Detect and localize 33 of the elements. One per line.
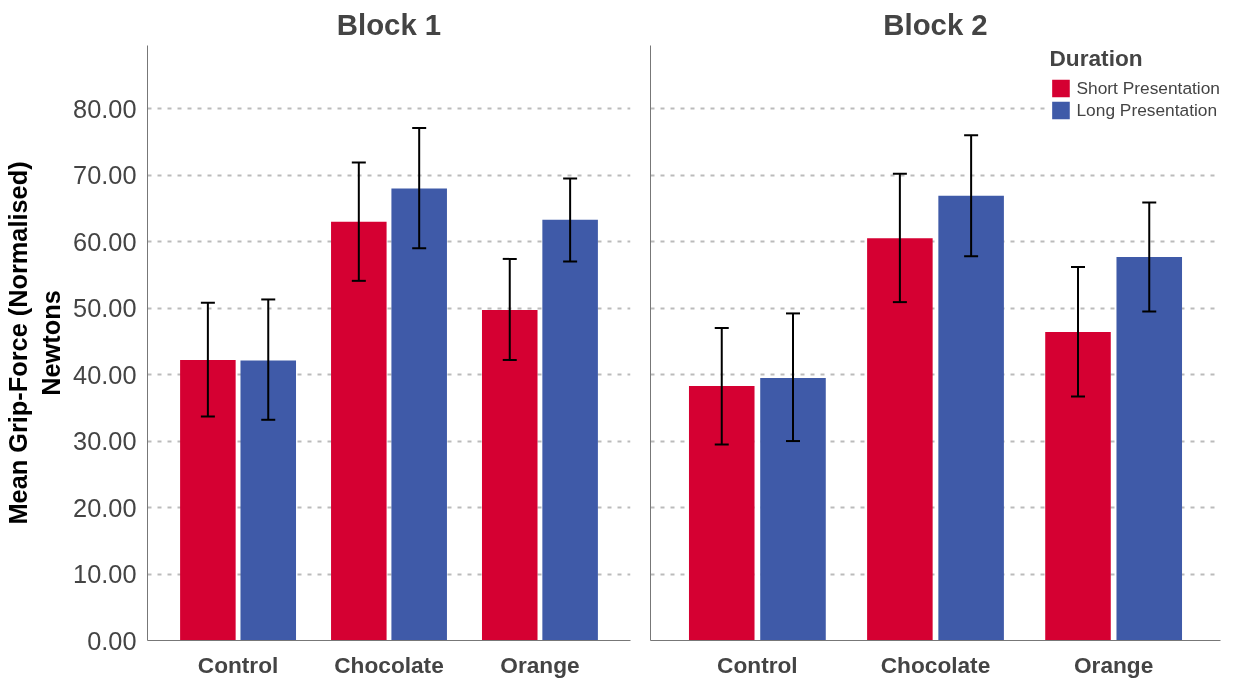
y-tick-label: 50.00 (73, 294, 137, 323)
bar (542, 219, 598, 641)
x-tick-label: Orange (500, 651, 580, 678)
bar (180, 359, 236, 641)
bar (867, 238, 933, 641)
x-tick-label: Control (717, 651, 798, 678)
bar (688, 385, 755, 641)
bar (1045, 332, 1111, 641)
bar (481, 310, 538, 641)
chart-title: Block 1 (336, 7, 442, 41)
bar (760, 377, 826, 641)
x-tick-label: Control (197, 651, 279, 678)
chart-title: Block 2 (883, 7, 988, 41)
bar (391, 188, 447, 641)
y-tick-label: 40.00 (73, 360, 137, 389)
legend-label: Long Presentation (1076, 99, 1218, 121)
bar (1116, 256, 1183, 641)
y-tick-label: 10.00 (73, 560, 137, 589)
bar (331, 221, 387, 641)
y-tick-label: 30.00 (73, 427, 137, 456)
y-axis-title: Mean Grip-Force (Normalised) Newtons (3, 161, 66, 525)
x-tick-label: Chocolate (880, 651, 991, 678)
x-tick-label: Orange (1073, 651, 1154, 678)
bar (938, 195, 1004, 641)
y-tick-label: 0.00 (87, 626, 137, 655)
bar (240, 360, 297, 641)
legend-title: Duration (1049, 45, 1144, 72)
y-tick-label: 20.00 (73, 493, 137, 522)
x-tick-label: Chocolate (334, 651, 444, 678)
y-tick-label: 70.00 (73, 161, 137, 190)
legend-label: Short Presentation (1076, 77, 1220, 99)
y-tick-label: 60.00 (73, 227, 137, 256)
y-tick-label: 80.00 (73, 94, 137, 123)
